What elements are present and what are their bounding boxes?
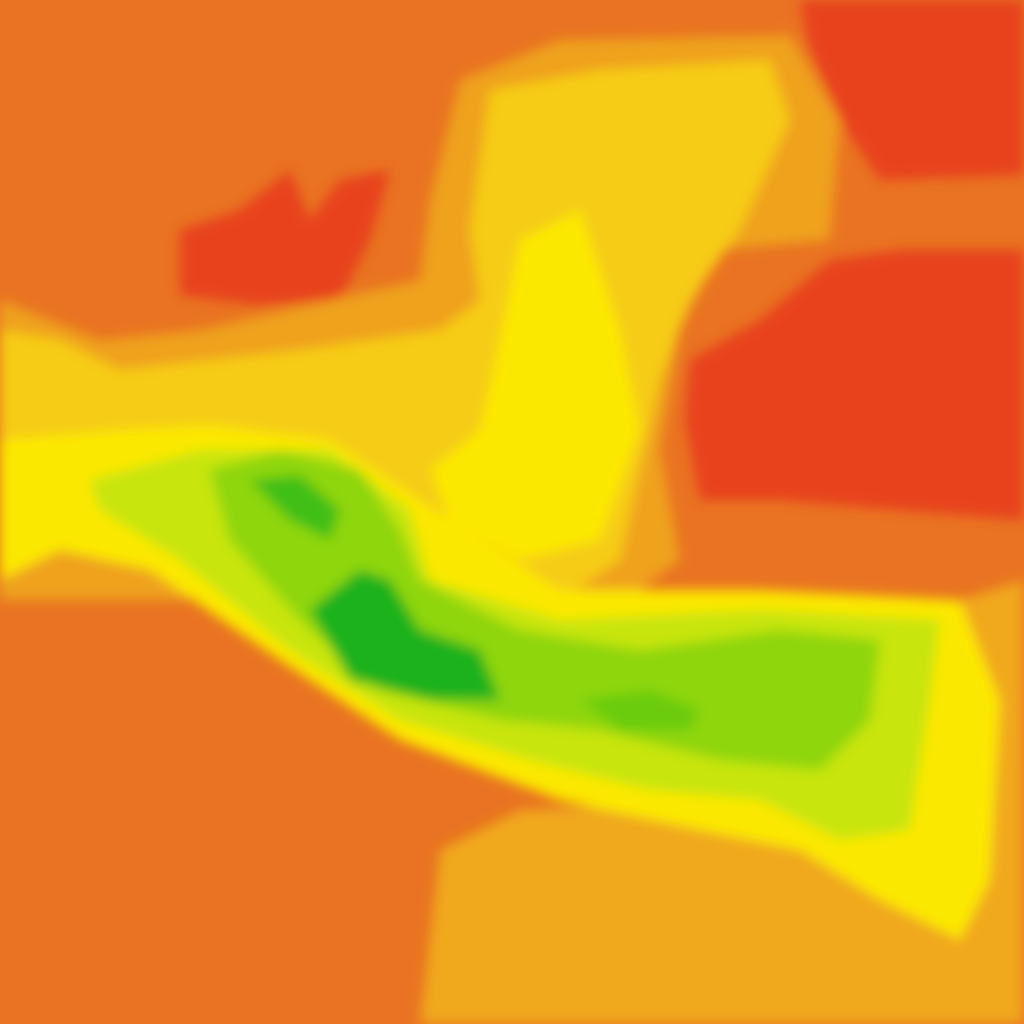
heat-zone-red [180, 170, 390, 305]
heat-zone-red [800, 0, 1024, 180]
heat-zone-green [210, 450, 880, 770]
heat-zone-red [685, 250, 1024, 520]
heat-zone-dark-green [250, 475, 340, 540]
heat-zone-dark-green [310, 570, 500, 700]
heat-zone-green [580, 690, 700, 730]
heat-zone-bright-yellow [430, 210, 640, 560]
